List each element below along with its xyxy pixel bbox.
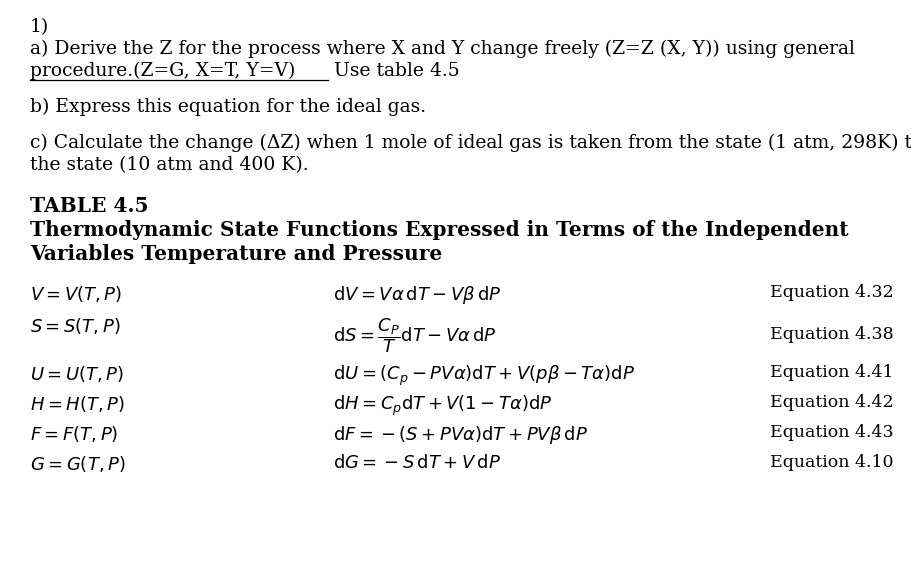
Text: a) Derive the Z for the process where X and Y change freely (Z=Z (X, Y)) using g: a) Derive the Z for the process where X … xyxy=(30,40,855,58)
Text: procedure.(Z=G, X=T, Y=V): procedure.(Z=G, X=T, Y=V) xyxy=(30,62,295,81)
Text: 1): 1) xyxy=(30,18,49,36)
Text: $F = F(T, P)$: $F = F(T, P)$ xyxy=(30,424,118,444)
Text: Equation 4.41: Equation 4.41 xyxy=(770,364,894,381)
Text: Equation 4.32: Equation 4.32 xyxy=(770,284,894,301)
Text: Use table 4.5: Use table 4.5 xyxy=(328,62,460,80)
Text: $\mathrm{d}S = \dfrac{C_P}{T}\mathrm{d}T - V\alpha\,\mathrm{d}P$: $\mathrm{d}S = \dfrac{C_P}{T}\mathrm{d}T… xyxy=(333,316,496,355)
Text: $G = G(T, P)$: $G = G(T, P)$ xyxy=(30,454,126,474)
Text: $S = S(T, P)$: $S = S(T, P)$ xyxy=(30,316,120,336)
Text: $V = V(T, P)$: $V = V(T, P)$ xyxy=(30,284,122,304)
Text: b) Express this equation for the ideal gas.: b) Express this equation for the ideal g… xyxy=(30,98,426,116)
Text: $H = H(T, P)$: $H = H(T, P)$ xyxy=(30,394,125,414)
Text: Equation 4.42: Equation 4.42 xyxy=(770,394,894,411)
Text: $\mathrm{d}V = V\alpha\,\mathrm{d}T - V\beta\,\mathrm{d}P$: $\mathrm{d}V = V\alpha\,\mathrm{d}T - V\… xyxy=(333,284,501,306)
Text: Variables Temperature and Pressure: Variables Temperature and Pressure xyxy=(30,244,442,264)
Text: $U = U(T, P)$: $U = U(T, P)$ xyxy=(30,364,124,384)
Text: TABLE 4.5: TABLE 4.5 xyxy=(30,196,148,216)
Text: $\mathrm{d}F = -(S + PV\alpha)\mathrm{d}T + PV\beta\,\mathrm{d}P$: $\mathrm{d}F = -(S + PV\alpha)\mathrm{d}… xyxy=(333,424,588,446)
Text: $\mathrm{d}H = C_p\mathrm{d}T + V(1 - T\alpha)\mathrm{d}P$: $\mathrm{d}H = C_p\mathrm{d}T + V(1 - T\… xyxy=(333,394,552,418)
Text: Equation 4.10: Equation 4.10 xyxy=(770,454,894,471)
Text: $\mathrm{d}G = -S\,\mathrm{d}T + V\,\mathrm{d}P$: $\mathrm{d}G = -S\,\mathrm{d}T + V\,\mat… xyxy=(333,454,500,472)
Text: Thermodynamic State Functions Expressed in Terms of the Independent: Thermodynamic State Functions Expressed … xyxy=(30,220,848,240)
Text: c) Calculate the change (ΔZ) when 1 mole of ideal gas is taken from the state (1: c) Calculate the change (ΔZ) when 1 mole… xyxy=(30,134,911,152)
Text: $\mathrm{d}U = (C_p - PV\alpha)\mathrm{d}T + V(p\beta - T\alpha)\mathrm{d}P$: $\mathrm{d}U = (C_p - PV\alpha)\mathrm{d… xyxy=(333,364,634,388)
Text: Equation 4.38: Equation 4.38 xyxy=(770,326,894,343)
Text: Equation 4.43: Equation 4.43 xyxy=(770,424,894,441)
Text: the state (10 atm and 400 K).: the state (10 atm and 400 K). xyxy=(30,156,309,174)
